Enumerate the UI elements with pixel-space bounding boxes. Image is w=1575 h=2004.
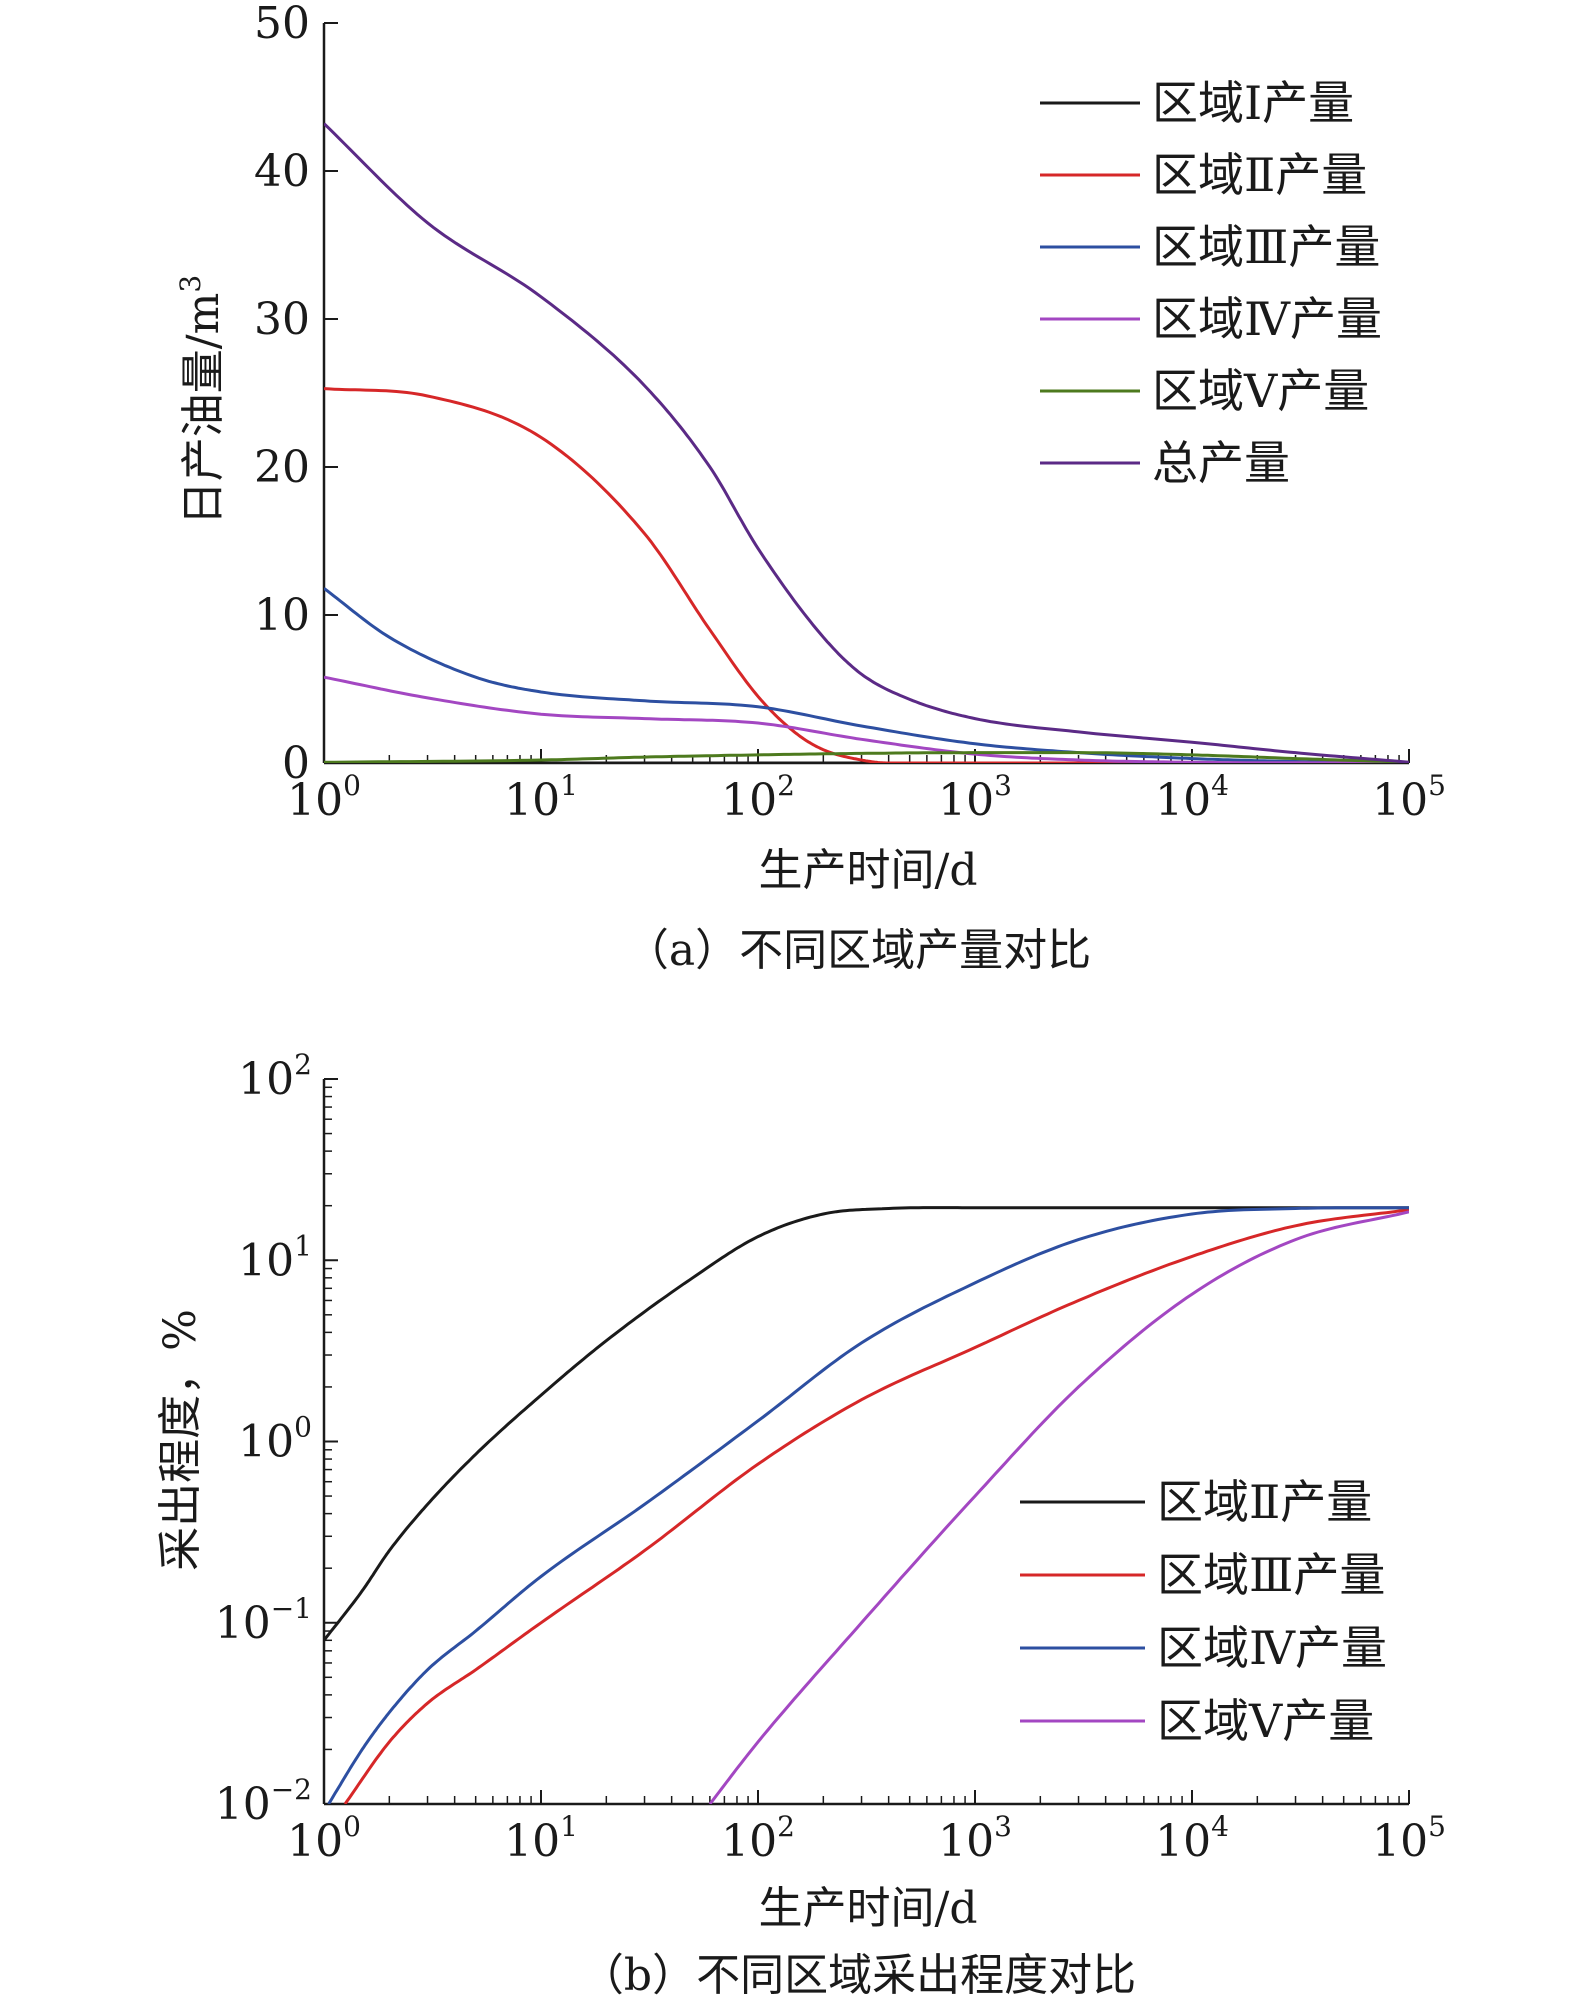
y-tick-label: 101 — [238, 1229, 312, 1286]
chart-a-axes: 100 101 102 103 104 105 0 10 20 30 40 50 — [254, 0, 1446, 826]
y-tick-label: 10−1 — [215, 1592, 312, 1649]
chart-b-axes: 100 101 102 103 104 105 10−2 10−1 100 101 102 — [215, 1048, 1446, 1867]
y-tick-label: 10−2 — [215, 1773, 312, 1830]
x-tick-label: 105 — [1372, 1810, 1446, 1867]
x-tick-label: 104 — [1155, 1810, 1229, 1867]
y-tick-label: 10 — [254, 590, 310, 641]
series-line — [708, 1210, 1409, 1804]
series-line — [324, 1206, 1409, 1642]
x-tick-label: 102 — [721, 769, 795, 826]
series-line — [324, 587, 1409, 763]
series-line — [324, 122, 1409, 763]
x-tick-label: 104 — [1155, 769, 1229, 826]
legend-label: 区域Ⅱ产量 — [1157, 1475, 1372, 1529]
legend-label: 区域Ⅰ产量 — [1152, 76, 1354, 130]
x-tick-label: 102 — [721, 1810, 795, 1867]
series-line — [324, 387, 1409, 763]
series-line — [343, 1208, 1409, 1804]
legend-label: 区域Ⅴ产量 — [1152, 364, 1369, 418]
x-tick-label: 103 — [938, 769, 1012, 826]
chart-a-caption: （a）不同区域产量对比 — [625, 925, 1091, 976]
series-line — [327, 1206, 1409, 1804]
chart-a-series — [324, 122, 1409, 763]
chart-a-x-label: 生产时间/d — [759, 845, 978, 896]
legend-label: 区域Ⅲ产量 — [1157, 1548, 1385, 1602]
chart-b-series — [324, 1206, 1409, 1804]
legend-label: 区域Ⅳ产量 — [1157, 1621, 1387, 1675]
chart-a-y-label: 日产油量/m3 — [174, 275, 229, 525]
x-tick-label: 105 — [1372, 769, 1446, 826]
x-tick-label: 103 — [938, 1810, 1012, 1867]
x-tick-label: 101 — [504, 1810, 578, 1867]
chart-b-x-label: 生产时间/d — [759, 1883, 978, 1934]
y-tick-label: 0 — [282, 738, 310, 789]
chart-b: 100 101 102 103 104 105 10−2 10−1 100 101 102 区域Ⅱ产… — [155, 1048, 1446, 2001]
x-tick-label: 101 — [504, 769, 578, 826]
y-tick-label: 40 — [254, 146, 310, 197]
series-line — [324, 751, 1409, 763]
legend-label: 总产量 — [1152, 436, 1290, 490]
chart-b-caption: （b）不同区域采出程度对比 — [580, 1950, 1136, 2001]
chart-b-y-label: 采出程度，% — [155, 1309, 206, 1571]
y-tick-label: 100 — [238, 1411, 312, 1468]
x-tick-label: 100 — [287, 769, 361, 826]
y-tick-label: 50 — [254, 0, 310, 49]
y-tick-label: 20 — [254, 442, 310, 493]
chart-a: 100 101 102 103 104 105 0 10 20 30 40 50 区域Ⅰ产量区域Ⅱ产量… — [174, 0, 1446, 976]
x-tick-label: 100 — [287, 1810, 361, 1867]
legend-label: 区域Ⅱ产量 — [1152, 148, 1367, 202]
legend-label: 区域Ⅳ产量 — [1152, 292, 1382, 346]
legend-label: 区域Ⅴ产量 — [1157, 1694, 1374, 1748]
series-line — [324, 675, 1409, 763]
y-tick-label: 30 — [254, 294, 310, 345]
legend-label: 区域Ⅲ产量 — [1152, 220, 1380, 274]
y-tick-label: 102 — [238, 1048, 312, 1105]
